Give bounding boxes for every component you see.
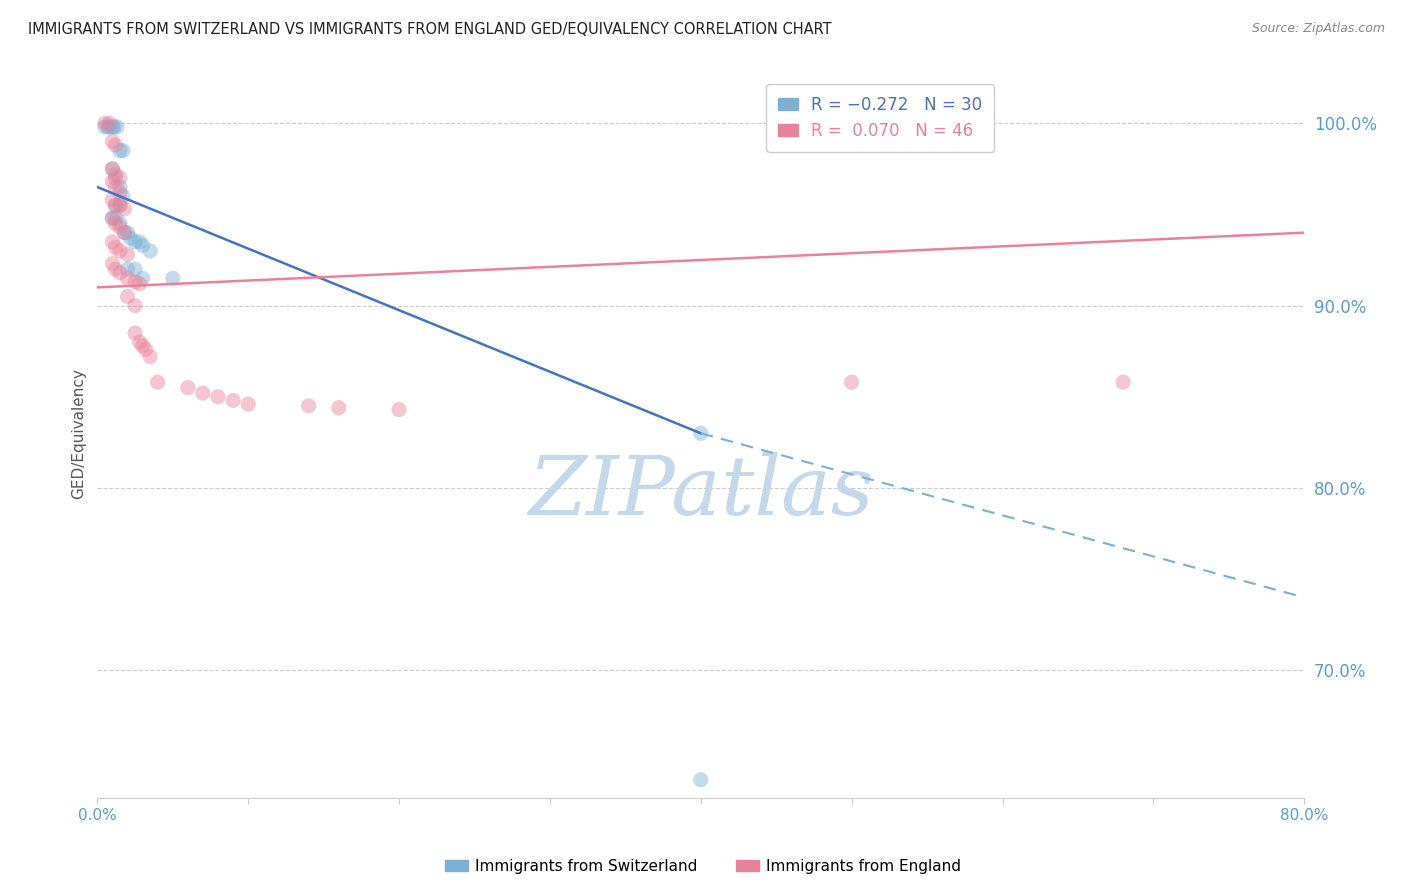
Point [117, 262, 139, 277]
Point [108, 220, 131, 235]
Point [124, 299, 146, 313]
Point [689, 772, 711, 787]
Point [117, 271, 139, 285]
Point [191, 386, 214, 401]
Point [104, 198, 127, 212]
Point [297, 399, 319, 413]
Point [117, 247, 139, 261]
Point [207, 390, 229, 404]
Point [108, 198, 131, 212]
Point [388, 402, 411, 417]
Point [108, 186, 131, 200]
Point [94, 116, 117, 130]
Point [124, 275, 146, 289]
Point [108, 266, 131, 280]
Y-axis label: GED/Equivalency: GED/Equivalency [72, 368, 86, 499]
Legend: R = −0.272   N = 30, R =  0.070   N = 46: R = −0.272 N = 30, R = 0.070 N = 46 [766, 84, 994, 152]
Point [114, 226, 136, 240]
Point [101, 135, 124, 149]
Point [103, 120, 125, 134]
Point [101, 211, 124, 225]
Point [162, 271, 184, 285]
Point [222, 393, 245, 408]
Point [108, 144, 131, 158]
Point [97, 120, 120, 134]
Point [135, 343, 157, 357]
Point [124, 235, 146, 249]
Point [105, 120, 128, 134]
Point [101, 161, 124, 176]
Point [128, 335, 150, 350]
Point [146, 376, 169, 390]
Point [101, 211, 124, 225]
Point [101, 120, 124, 134]
Point [104, 240, 127, 254]
Point [108, 217, 131, 231]
Point [104, 262, 127, 277]
Point [108, 198, 131, 212]
Legend: Immigrants from Switzerland, Immigrants from England: Immigrants from Switzerland, Immigrants … [439, 853, 967, 880]
Point [131, 271, 153, 285]
Point [139, 350, 162, 364]
Point [104, 138, 127, 153]
Point [124, 262, 146, 277]
Text: Source: ZipAtlas.com: Source: ZipAtlas.com [1251, 22, 1385, 36]
Point [111, 189, 134, 203]
Point [117, 226, 139, 240]
Point [111, 144, 134, 158]
Point [120, 231, 142, 245]
Point [98, 120, 121, 134]
Point [128, 235, 150, 249]
Point [114, 202, 136, 216]
Point [104, 198, 127, 212]
Point [98, 116, 121, 130]
Point [117, 289, 139, 303]
Point [108, 170, 131, 185]
Point [128, 277, 150, 291]
Point [131, 238, 153, 252]
Point [94, 120, 117, 134]
Point [101, 161, 124, 176]
Point [108, 244, 131, 258]
Point [841, 376, 863, 390]
Point [177, 381, 200, 395]
Point [1112, 376, 1135, 390]
Point [131, 339, 153, 353]
Point [689, 426, 711, 441]
Point [104, 170, 127, 185]
Point [104, 211, 127, 225]
Point [104, 217, 127, 231]
Point [101, 235, 124, 249]
Point [124, 326, 146, 340]
Point [328, 401, 350, 415]
Point [104, 167, 127, 181]
Point [139, 244, 162, 258]
Point [238, 397, 260, 411]
Point [101, 193, 124, 207]
Point [104, 180, 127, 194]
Point [101, 257, 124, 271]
Point [108, 180, 131, 194]
Text: IMMIGRANTS FROM SWITZERLAND VS IMMIGRANTS FROM ENGLAND GED/EQUIVALENCY CORRELATI: IMMIGRANTS FROM SWITZERLAND VS IMMIGRANT… [28, 22, 832, 37]
Text: ZIPatlas: ZIPatlas [529, 451, 873, 532]
Point [114, 226, 136, 240]
Point [101, 175, 124, 189]
